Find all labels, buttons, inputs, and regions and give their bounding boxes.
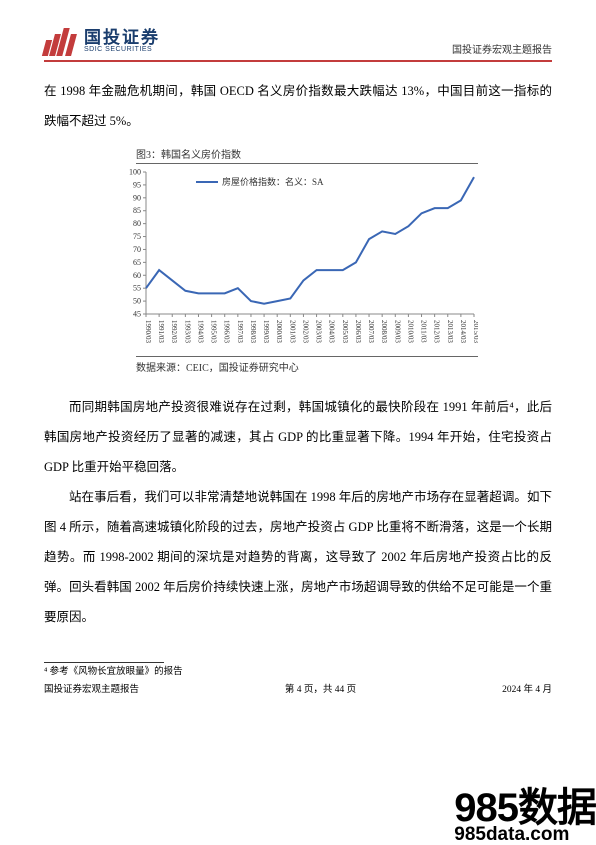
svg-text:100: 100	[129, 168, 141, 177]
logo-text-en: SDIC SECURITIES	[84, 46, 160, 54]
svg-text:1994/03: 1994/03	[196, 320, 204, 343]
svg-text:2005/03: 2005/03	[341, 320, 349, 343]
footer-center: 第 4 页，共 44 页	[285, 681, 356, 695]
svg-text:55: 55	[133, 284, 141, 293]
svg-text:50: 50	[133, 297, 141, 306]
svg-text:1993/03: 1993/03	[183, 320, 191, 343]
svg-text:2011/03: 2011/03	[420, 320, 428, 343]
svg-text:2015/03: 2015/03	[472, 320, 478, 343]
svg-text:1995/03: 1995/03	[210, 320, 218, 343]
page-footer: 国投证券宏观主题报告 第 4 页，共 44 页 2024 年 4 月	[44, 681, 552, 695]
svg-text:2007/03: 2007/03	[367, 320, 375, 343]
svg-text:2003/03: 2003/03	[315, 320, 323, 343]
logo: 国投证券 SDIC SECURITIES	[44, 28, 160, 56]
footer-left: 国投证券宏观主题报告	[44, 681, 139, 695]
page-header: 国投证券 SDIC SECURITIES 国投证券宏观主题报告	[44, 28, 552, 62]
svg-text:60: 60	[133, 271, 141, 280]
watermark: 985数据 985data.com	[454, 790, 596, 843]
footer-right: 2024 年 4 月	[502, 681, 552, 695]
svg-text:2001/03: 2001/03	[288, 320, 296, 343]
svg-text:90: 90	[133, 193, 141, 202]
logo-mark	[44, 28, 78, 56]
svg-text:2000/03: 2000/03	[275, 320, 283, 343]
svg-text:70: 70	[133, 245, 141, 254]
svg-text:1991/03: 1991/03	[157, 320, 165, 343]
svg-text:2009/03: 2009/03	[393, 320, 401, 343]
svg-text:1992/03: 1992/03	[170, 320, 178, 343]
chart-figure-3: 图3：韩国名义房价指数 45 50 55 60 65 70 75 80 85 90 95 100 199…	[118, 146, 478, 374]
logo-text-cn: 国投证券	[84, 29, 160, 46]
svg-text:2010/03: 2010/03	[406, 320, 414, 343]
paragraph-1: 在 1998 年金融危机期间，韩国 OECD 名义房价指数最大跌幅达 13%，中…	[44, 76, 552, 136]
svg-text:1996/03: 1996/03	[223, 320, 231, 343]
svg-text:2006/03: 2006/03	[354, 320, 362, 343]
svg-text:1999/03: 1999/03	[262, 320, 270, 343]
svg-text:85: 85	[133, 206, 141, 215]
svg-text:80: 80	[133, 219, 141, 228]
watermark-line1: 985数据	[454, 790, 596, 826]
svg-text:1990/03: 1990/03	[144, 320, 152, 343]
svg-text:2002/03: 2002/03	[301, 320, 309, 343]
svg-text:1997/03: 1997/03	[236, 320, 244, 343]
svg-text:45: 45	[133, 310, 141, 319]
svg-text:1998/03: 1998/03	[249, 320, 257, 343]
footnote-text: ⁴ 参考《风物长宜放眼量》的报告	[44, 665, 552, 679]
svg-text:2013/03: 2013/03	[446, 320, 454, 343]
header-report-label: 国投证券宏观主题报告	[452, 41, 552, 56]
chart-source: 数据来源：CEIC，国投证券研究中心	[136, 356, 478, 374]
footnote-separator	[44, 662, 164, 663]
svg-text:65: 65	[133, 258, 141, 267]
svg-text:75: 75	[133, 232, 141, 241]
svg-text:房屋价格指数：名义：SA: 房屋价格指数：名义：SA	[222, 176, 324, 187]
svg-text:2008/03: 2008/03	[380, 320, 388, 343]
svg-text:2004/03: 2004/03	[328, 320, 336, 343]
svg-text:2012/03: 2012/03	[433, 320, 441, 343]
paragraph-3: 站在事后看，我们可以非常清楚地说韩国在 1998 年后的房地产市场存在显著超调。…	[44, 482, 552, 632]
paragraph-2: 而同期韩国房地产投资很难说存在过剩，韩国城镇化的最快阶段在 1991 年前后⁴，…	[44, 392, 552, 482]
svg-text:95: 95	[133, 180, 141, 189]
svg-text:2014/03: 2014/03	[459, 320, 467, 343]
chart-title: 图3：韩国名义房价指数	[136, 146, 478, 164]
chart-svg: 45 50 55 60 65 70 75 80 85 90 95 100 1990/03 1991/03 1…	[118, 166, 478, 356]
